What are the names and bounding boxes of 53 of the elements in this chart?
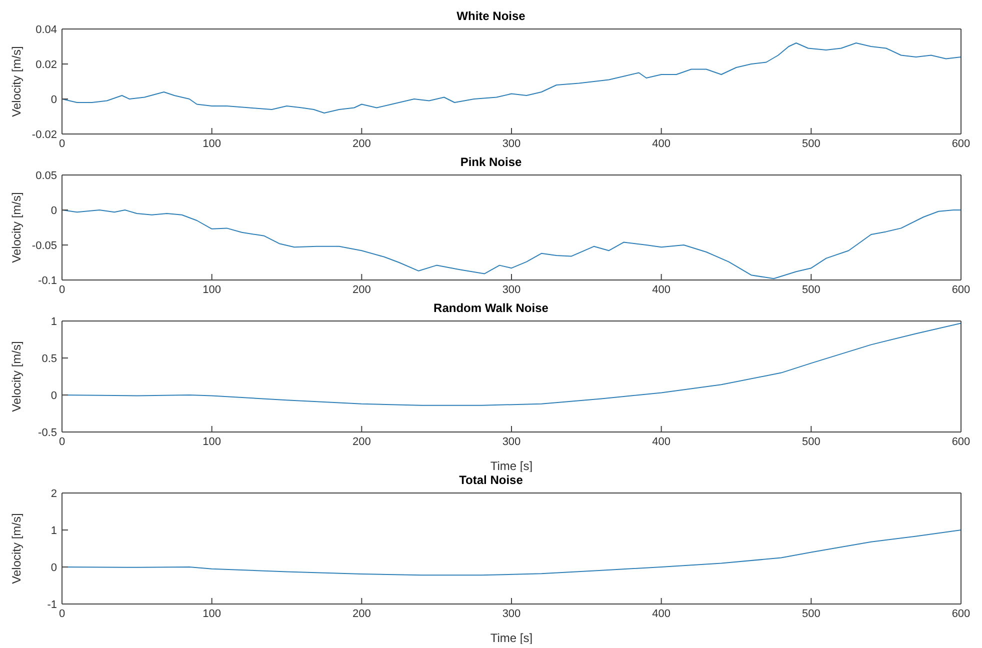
y-axis-title: Velocity [m/s] xyxy=(9,513,24,584)
y-tick-label: 1 xyxy=(50,525,57,537)
x-tick-label: 300 xyxy=(502,284,521,296)
x-tick-label: 600 xyxy=(952,608,970,620)
y-tick-label: -0.1 xyxy=(38,275,57,287)
y-tick-label: 0.05 xyxy=(36,170,57,182)
y-tick-label: 0 xyxy=(50,562,57,574)
y-tick-label: 0.5 xyxy=(42,353,57,365)
x-tick-label: 0 xyxy=(58,436,66,448)
x-tick-label: 200 xyxy=(352,284,371,296)
x-tick-label: 100 xyxy=(202,138,222,150)
y-tick-label: 2 xyxy=(50,488,57,500)
x-tick-label: 100 xyxy=(202,608,222,620)
x-tick-label: 500 xyxy=(802,284,820,296)
x-tick-label: 200 xyxy=(352,436,371,448)
x-tick-label: 600 xyxy=(952,138,970,150)
x-tick-label: 300 xyxy=(502,608,521,620)
y-tick-label: -1 xyxy=(47,599,57,611)
y-tick-label: 0.04 xyxy=(36,24,57,36)
x-tick-label: 100 xyxy=(202,436,222,448)
y-tick-label: -0.5 xyxy=(38,427,57,439)
y-tick-label: -0.05 xyxy=(32,240,57,252)
x-tick-label: 200 xyxy=(352,608,371,620)
x-tick-label: 0 xyxy=(58,138,66,150)
x-tick-label: 400 xyxy=(652,608,671,620)
x-tick-label: 0 xyxy=(58,284,66,296)
x-tick-label: 600 xyxy=(952,436,970,448)
line-series xyxy=(62,42,961,114)
x-tick-label: 200 xyxy=(352,138,371,150)
x-tick-label: 600 xyxy=(952,284,970,296)
y-axis-title: Velocity [m/s] xyxy=(9,341,24,412)
chart-title: Total Noise xyxy=(458,472,524,488)
x-tick-label: 400 xyxy=(652,284,671,296)
x-tick-label: 500 xyxy=(802,608,820,620)
y-tick-label: 0 xyxy=(50,205,57,217)
x-tick-label: 500 xyxy=(802,138,820,150)
x-tick-label: 100 xyxy=(202,284,222,296)
x-tick-label: 400 xyxy=(652,138,671,150)
chart-title: Pink Noise xyxy=(459,154,523,170)
y-axis-title: Velocity [m/s] xyxy=(9,192,24,263)
x-tick-label: 400 xyxy=(652,436,671,448)
chart-title: White Noise xyxy=(456,8,526,24)
y-tick-label: 0.02 xyxy=(36,59,57,71)
x-tick-label: 0 xyxy=(58,608,66,620)
y-axis-title: Velocity [m/s] xyxy=(9,46,24,117)
y-tick-label: -0.02 xyxy=(32,129,57,141)
y-tick-label: 0 xyxy=(50,390,57,402)
x-tick-label: 300 xyxy=(502,436,521,448)
chart-title: Random Walk Noise xyxy=(432,300,550,316)
x-tick-label: 500 xyxy=(802,436,820,448)
y-tick-label: 1 xyxy=(50,316,57,328)
y-tick-label: 0 xyxy=(50,94,57,106)
x-tick-label: 300 xyxy=(502,138,521,150)
